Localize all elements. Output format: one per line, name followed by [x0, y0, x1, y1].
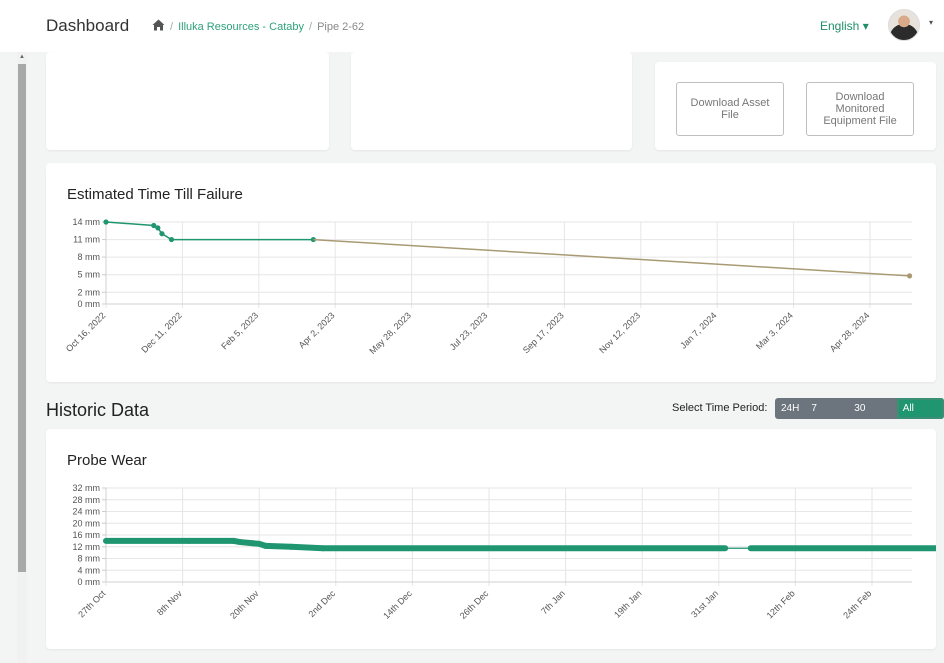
measured-point [310, 236, 316, 243]
y-tick-label: 24 mm [72, 507, 100, 517]
x-tick-label: 20th Nov [228, 588, 261, 621]
x-tick-label: Dec 11, 2022 [139, 310, 183, 354]
probe-wear-point [263, 543, 268, 549]
y-tick-label: 32 mm [72, 483, 100, 493]
x-tick-label: 12th Feb [765, 588, 797, 620]
measured-wear-line [105, 221, 314, 241]
x-tick-label: 14th Dec [381, 588, 414, 621]
avatar[interactable] [888, 9, 920, 41]
measured-point [159, 231, 165, 237]
y-tick-label: 16 mm [72, 530, 100, 540]
y-tick-label: 5 mm [78, 270, 101, 280]
y-tick-label: 8 mm [78, 554, 101, 564]
probe-wear-point [748, 545, 754, 551]
info-card-2 [351, 52, 632, 150]
chevron-down-icon[interactable]: ▾ [929, 18, 934, 27]
period-label: Select Time Period: [672, 402, 768, 414]
probe-wear-point [186, 538, 192, 544]
period-selector: 24H 7 Days 30 Days All Time [775, 398, 944, 419]
x-tick-label: 31st Jan [689, 588, 720, 619]
breadcrumb-separator: / [309, 20, 313, 33]
y-tick-label: 0 mm [78, 577, 101, 587]
y-tick-label: 4 mm [78, 565, 101, 575]
y-tick-label: 11 mm [73, 235, 100, 245]
probe-wear-band [288, 543, 327, 552]
x-tick-label: Jul 23, 2023 [448, 310, 490, 352]
info-card-1 [46, 52, 329, 150]
breadcrumb-current: Pipe 2-62 [317, 20, 365, 33]
measured-point [155, 225, 161, 231]
probe-wear-band [262, 542, 295, 550]
home-icon[interactable] [152, 19, 165, 34]
y-tick-label: 8 mm [78, 252, 101, 262]
y-tick-label: 14 mm [72, 217, 100, 227]
download-asset-file-button[interactable]: Download Asset File [676, 82, 784, 136]
x-tick-label: 26th Dec [458, 588, 491, 621]
x-tick-label: 24th Feb [841, 588, 873, 620]
scrollbar-thumb[interactable] [18, 64, 26, 572]
measured-point [168, 236, 175, 243]
downloads-card: Download Asset File Download Monitored E… [655, 62, 936, 150]
probe-wear-point [288, 544, 294, 550]
x-tick-label: Mar 3, 2024 [754, 310, 795, 351]
historic-data-title: Historic Data [46, 400, 150, 420]
x-tick-label: 8th Nov [155, 588, 184, 617]
x-tick-label: Sep 17, 2023 [521, 310, 566, 355]
probe-wear-point [722, 545, 728, 551]
x-tick-label: Jan 7, 2024 [678, 310, 718, 350]
projected-point [906, 273, 913, 279]
x-tick-label: 19th Jan [612, 588, 643, 619]
top-navbar: Dashboard / Illuka Resources - Cataby / … [0, 0, 944, 52]
period-button-30-days[interactable]: 30 Days [848, 398, 897, 419]
probe-wear-point [320, 545, 326, 551]
x-tick-label: 27th Oct [76, 588, 107, 619]
y-tick-label: 0 mm [78, 299, 101, 309]
failure-chart-card: Estimated Time Till Failure 14 mm 11 mm 8 … [46, 163, 936, 382]
y-tick-label: 2 mm [78, 287, 101, 297]
probe-wear-point [237, 539, 243, 545]
measured-point [151, 222, 157, 229]
failure-chart-title: Estimated Time Till Failure [67, 186, 243, 203]
probe-wear-point [103, 538, 109, 544]
period-button-7-days[interactable]: 7 Days [805, 398, 849, 419]
breadcrumb-separator: / [170, 20, 174, 33]
probe-wear-point [231, 538, 237, 544]
measured-point [103, 219, 109, 225]
x-tick-label: Apr 2, 2023 [297, 310, 337, 350]
projected-wear-line [313, 238, 910, 277]
breadcrumb-link-site[interactable]: Illuka Resources - Cataby [178, 20, 305, 33]
probe-wear-band [237, 539, 263, 547]
x-tick-label: 2nd Dec [306, 588, 337, 619]
probe-wear-title: Probe Wear [67, 452, 147, 469]
page-title[interactable]: Dashboard [46, 16, 130, 35]
x-tick-label: Apr 28, 2024 [828, 310, 872, 354]
x-tick-label: Oct 16, 2022 [64, 310, 108, 354]
scroll-up-icon[interactable]: ▲ [19, 54, 25, 60]
x-tick-label: Feb 5, 2023 [219, 310, 260, 351]
y-tick-label: 12 mm [72, 542, 100, 552]
download-monitored-equipment-button[interactable]: Download Monitored Equipment File [806, 82, 914, 136]
probe-wear-point [256, 541, 262, 547]
x-tick-label: Nov 12, 2023 [597, 310, 642, 355]
period-button-all-time[interactable]: All Time [896, 398, 944, 419]
x-tick-label: 7th Jan [539, 588, 567, 616]
y-tick-label: 20 mm [72, 518, 100, 528]
language-dropdown[interactable]: English ▾ [820, 19, 869, 33]
period-button-24h[interactable]: 24H [775, 398, 806, 419]
x-tick-label: May 28, 2023 [367, 310, 413, 356]
breadcrumb: / Illuka Resources - Cataby / Pipe 2-62 [152, 19, 364, 34]
probe-wear-card: Probe Wear 32 mm 28 mm 24 mm 20 mm 16 mm 12 m… [46, 429, 936, 649]
y-tick-label: 28 mm [72, 495, 100, 505]
